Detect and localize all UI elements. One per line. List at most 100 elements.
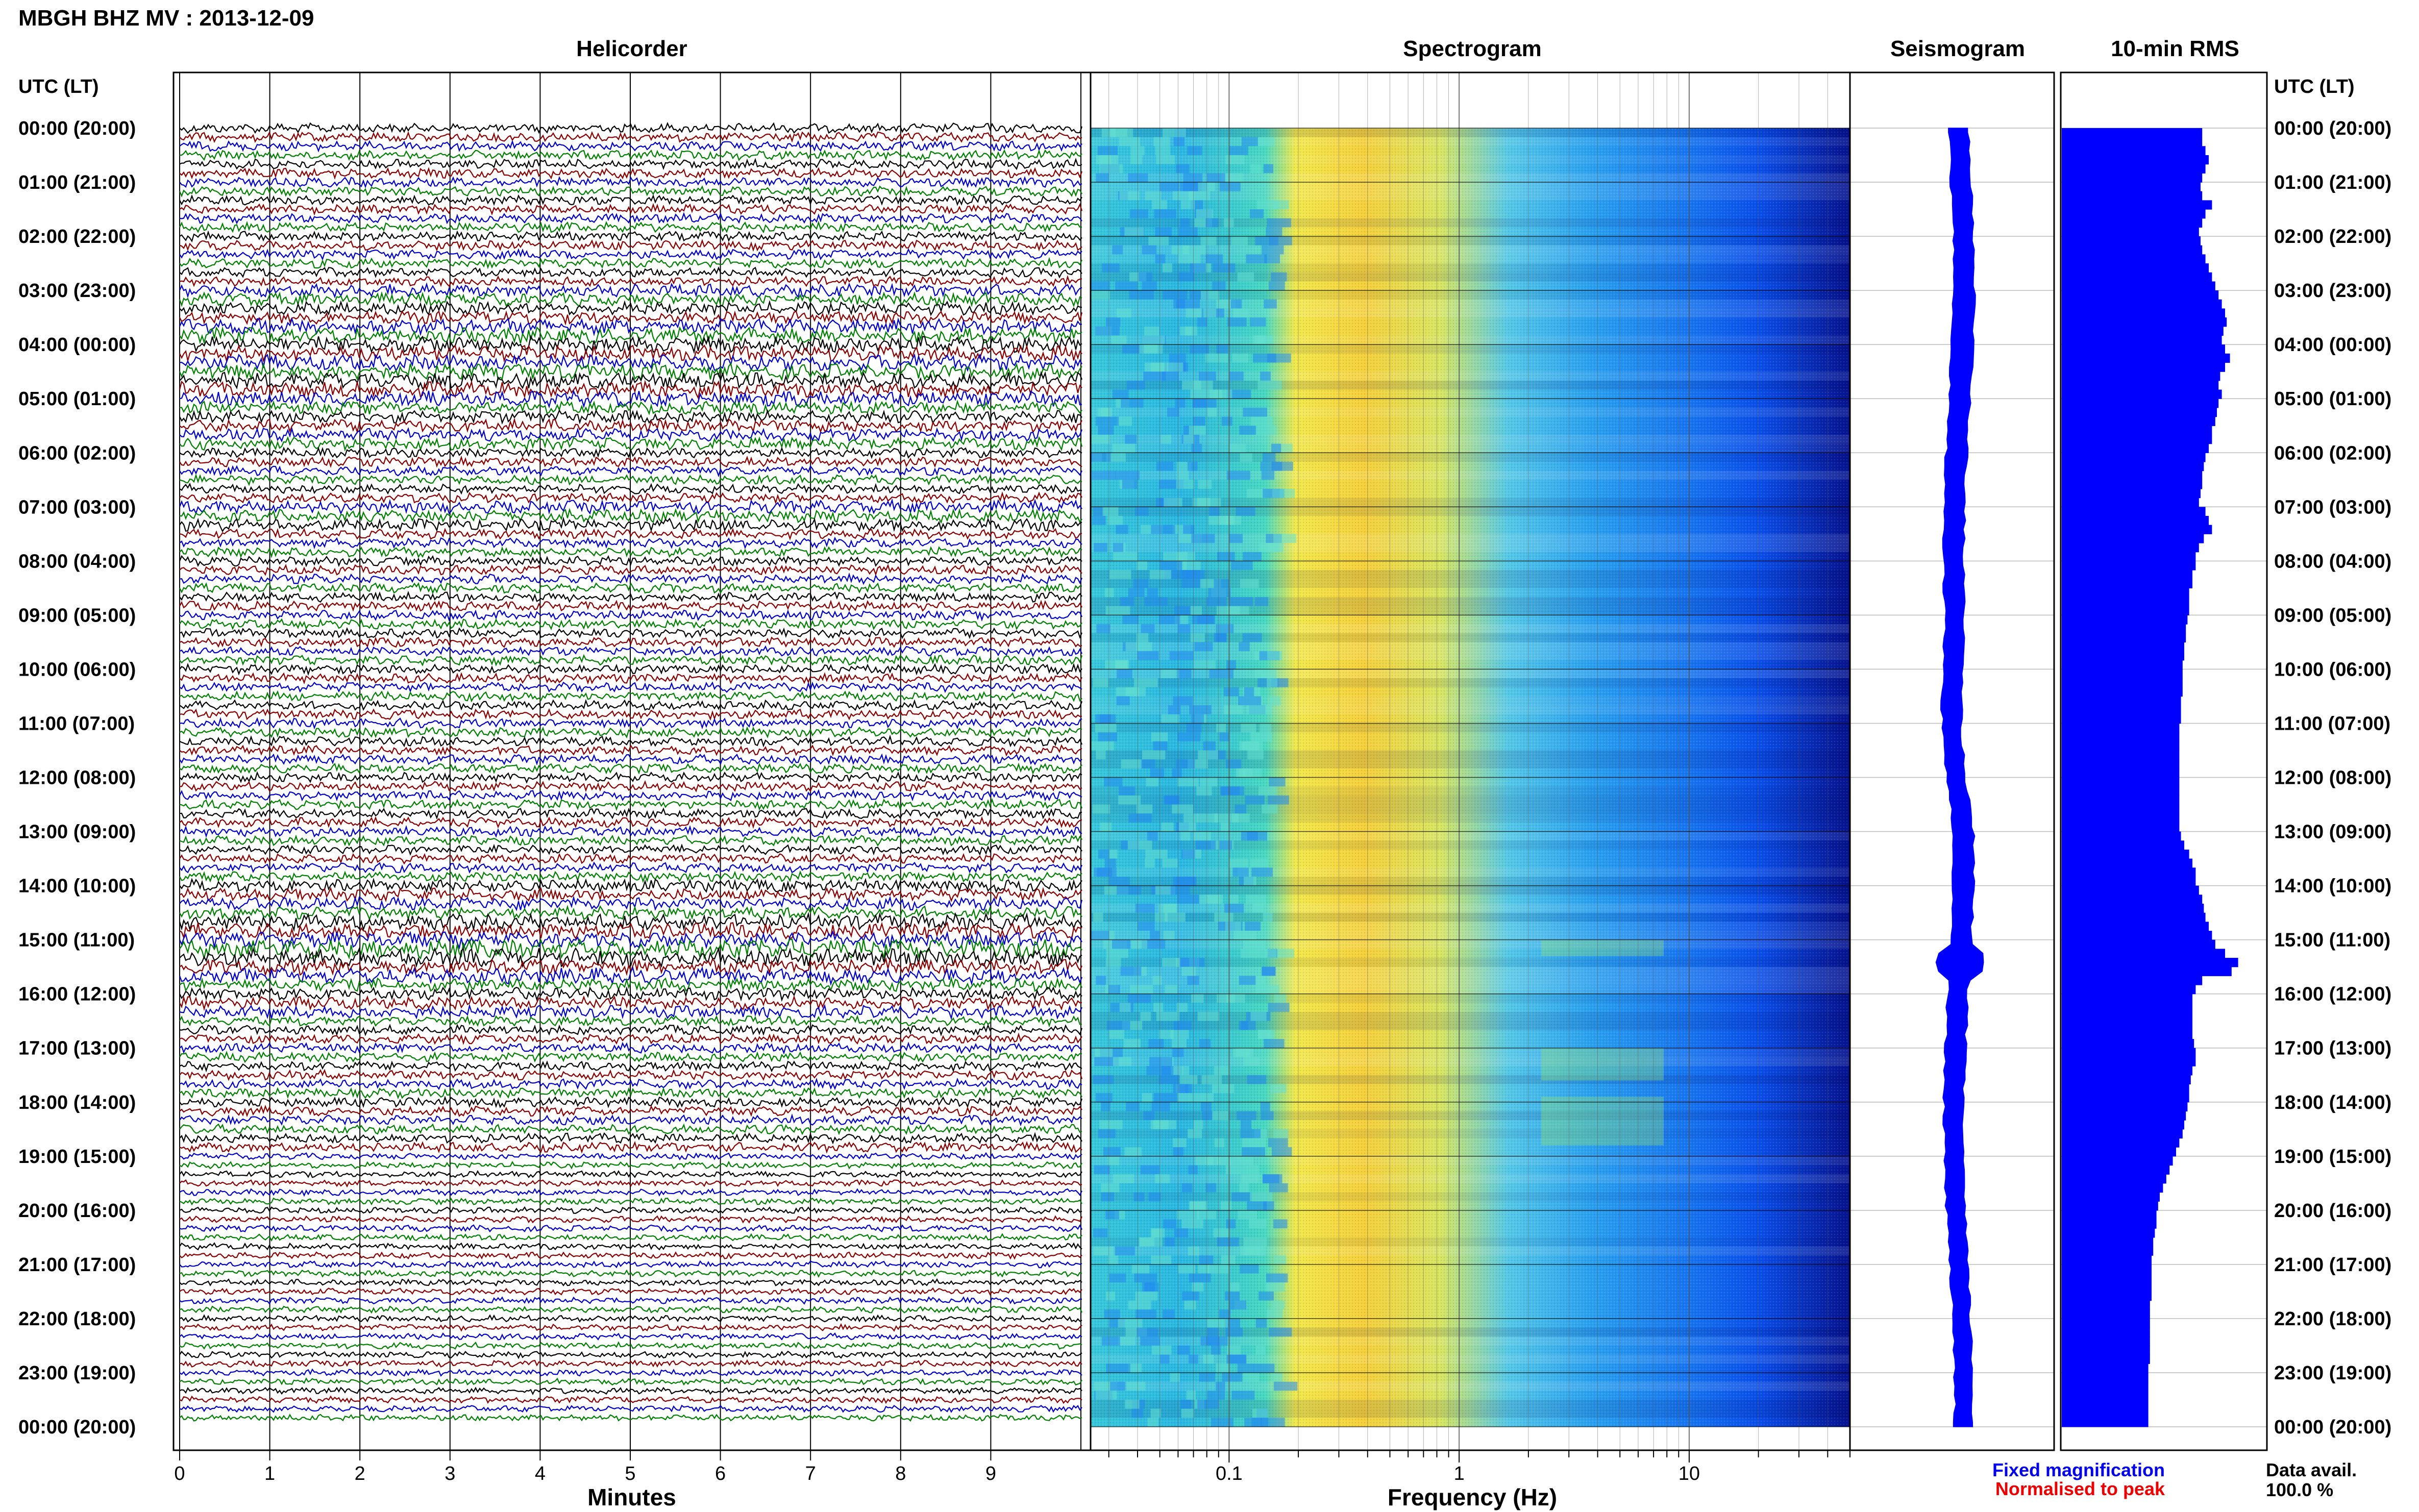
spectrogram-cell — [1113, 1057, 1131, 1067]
spectrogram-cell — [1266, 227, 1282, 237]
spectrogram-cell — [1186, 723, 1202, 733]
spectrogram-row — [1091, 1111, 1850, 1121]
spectrogram-cell — [1169, 651, 1194, 660]
rms-bar — [2062, 1309, 2150, 1319]
rms-bar — [2062, 1381, 2149, 1391]
spectrogram-cell — [1106, 1364, 1130, 1373]
helicorder-trace — [179, 911, 1082, 932]
spectrogram-cell — [1214, 579, 1229, 588]
spectrogram-cell — [1102, 507, 1119, 516]
helicorder-trace — [180, 149, 1082, 161]
helicorder-trace — [179, 734, 1083, 748]
spectrogram-cell — [1177, 732, 1201, 741]
spectrogram-cell — [1217, 552, 1235, 561]
spectrogram-cell — [1100, 822, 1112, 832]
spectrogram-cell — [1176, 164, 1190, 173]
spectrogram-cell — [1198, 371, 1216, 381]
rms-bar — [2062, 1084, 2189, 1094]
helicorder-trace — [179, 1206, 1082, 1214]
spectrogram-row — [1091, 624, 1850, 633]
spectrogram-cell — [1197, 1012, 1219, 1021]
spectrogram-cell — [1173, 1084, 1189, 1094]
spectrogram-cell — [1180, 200, 1195, 210]
spectrogram-row — [1091, 939, 1850, 949]
rms-bar — [2062, 1174, 2166, 1184]
spectrogram-cell — [1264, 254, 1280, 264]
spectrogram-cell — [1250, 1192, 1273, 1202]
rms-bar — [2062, 254, 2206, 264]
helicorder-trace — [179, 1305, 1083, 1314]
spectrogram-cell — [1178, 254, 1201, 264]
spectrogram-cell — [1219, 1309, 1231, 1319]
spectrogram-cell — [1139, 344, 1163, 354]
spectrogram-cell — [1091, 281, 1110, 291]
helicorder-trace — [179, 895, 1083, 911]
helicorder-trace — [179, 158, 1082, 170]
time-label-right: 07:00 (03:00) — [2274, 497, 2391, 518]
spectrogram-cell — [1125, 1399, 1140, 1409]
rms-bar — [2062, 1030, 2192, 1039]
spectrogram-cell — [1249, 317, 1266, 327]
spectrogram-cell — [1178, 272, 1195, 282]
spectrogram-cell — [1153, 741, 1168, 751]
spectrogram-cell — [1148, 1039, 1164, 1048]
spectrogram-cell — [1247, 705, 1272, 714]
spectrogram-row — [1091, 840, 1850, 850]
spectrogram-row — [1091, 182, 1850, 191]
spectrogram-cell — [1266, 1273, 1288, 1283]
spectrogram-cell — [1224, 1318, 1241, 1328]
helicorder-trace — [179, 1014, 1082, 1028]
spectrogram-row — [1091, 453, 1850, 462]
spectrogram-cell — [1150, 362, 1169, 372]
rms-bar — [2062, 903, 2204, 913]
helicorder-trace — [179, 937, 1082, 960]
spectrogram-cell — [1252, 903, 1264, 913]
rms-bar — [2062, 317, 2227, 327]
rms-bar — [2062, 660, 2183, 670]
spectrogram-cell — [1183, 813, 1198, 823]
spectrogram-cell — [1092, 515, 1106, 525]
spectrogram-cell — [1256, 200, 1279, 210]
spectrogram-cell — [1217, 1237, 1239, 1247]
spectrogram-cell — [1248, 1219, 1267, 1229]
spectrogram-cell — [1263, 1174, 1279, 1183]
rms-bar — [2062, 480, 2203, 489]
spectrogram-cell — [1210, 389, 1222, 399]
spectrogram-cell — [1130, 146, 1145, 156]
helicorder-trace — [179, 508, 1082, 524]
time-label-right: 05:00 (01:00) — [2274, 388, 2391, 410]
helicorder-trace — [179, 455, 1082, 468]
rms-bar — [2062, 777, 2180, 787]
spectrogram-cell — [1162, 128, 1186, 137]
spectrogram-cell — [1207, 1391, 1225, 1400]
spectrogram-row — [1091, 1156, 1850, 1166]
helicorder-trace — [179, 447, 1082, 459]
spectrogram-cell — [1240, 579, 1259, 588]
spectrogram-cell — [1138, 642, 1152, 652]
spectrogram-cell — [1247, 1075, 1266, 1084]
helicorder-trace — [179, 482, 1082, 495]
spectrogram-cell — [1162, 858, 1178, 868]
spectrogram-cell — [1232, 867, 1249, 877]
spectrogram-cell — [1197, 498, 1221, 507]
spectrogram-cell — [1273, 1381, 1298, 1391]
time-label-right: 23:00 (19:00) — [2274, 1362, 2391, 1384]
spectrogram-cell — [1131, 1264, 1150, 1274]
spectrogram-cell — [1183, 561, 1201, 571]
spectrogram-cell — [1193, 416, 1205, 426]
time-label-left: 01:00 (21:00) — [18, 172, 136, 193]
time-label-right: 06:00 (02:00) — [2274, 442, 2391, 464]
legend-fixed-magnification: Fixed magnification — [1992, 1459, 2165, 1480]
minutes-tick-label: 1 — [264, 1463, 275, 1484]
helicorder-trace — [179, 131, 1082, 143]
spectrogram-cell — [1193, 1120, 1203, 1129]
time-label-right: 11:00 (07:00) — [2274, 713, 2390, 734]
spectrogram-row — [1091, 173, 1850, 183]
spectrogram-cell — [1192, 399, 1206, 408]
rms-bar — [2062, 588, 2189, 598]
spectrogram-cell — [1113, 542, 1124, 552]
spectrogram-row — [1091, 922, 1850, 931]
spectrogram-cell — [1143, 371, 1166, 381]
spectrogram-cell — [1105, 606, 1130, 615]
spectrogram-cell — [1212, 281, 1226, 291]
